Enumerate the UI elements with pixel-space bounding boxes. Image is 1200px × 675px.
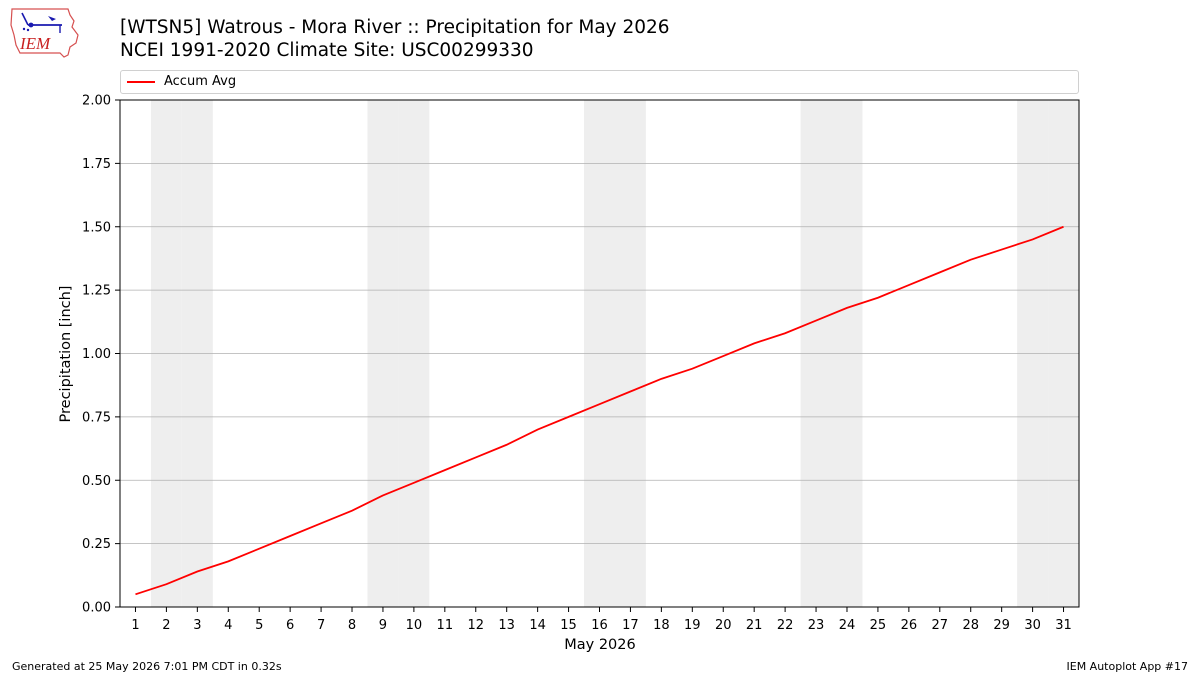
y-tick-label: 1.75 xyxy=(82,157,111,172)
x-tick-label: 22 xyxy=(777,618,794,633)
x-axis-label: May 2026 xyxy=(564,637,636,653)
x-tick-label: 18 xyxy=(653,618,670,633)
x-tick-label: 20 xyxy=(715,618,732,633)
x-tick-label: 17 xyxy=(622,618,639,633)
x-tick-label: 29 xyxy=(993,618,1010,633)
y-tick-label: 2.00 xyxy=(82,94,111,109)
y-tick-label: 0.25 xyxy=(82,537,111,552)
x-tick-label: 7 xyxy=(317,618,325,633)
iem-logo: IEM xyxy=(10,8,79,58)
series-line-accum-avg xyxy=(135,225,1064,596)
y-tick-label: 0.75 xyxy=(82,410,111,425)
y-tick-label: 0.50 xyxy=(82,474,111,489)
x-tick-label: 27 xyxy=(932,618,949,633)
x-tick-label: 2 xyxy=(162,618,170,633)
chart-subtitle: NCEI 1991-2020 Climate Site: USC00299330 xyxy=(120,40,534,61)
x-tick-label: 12 xyxy=(467,618,484,633)
y-tick-label: 1.00 xyxy=(82,347,111,362)
legend-label: Accum Avg xyxy=(164,74,237,89)
x-tick-label: 9 xyxy=(379,618,387,633)
x-tick-label: 4 xyxy=(224,618,232,633)
y-axis-label: Precipitation [inch] xyxy=(58,286,74,423)
x-tick-label: 26 xyxy=(901,618,918,633)
x-tick-label: 5 xyxy=(255,618,263,633)
x-tick-label: 28 xyxy=(962,618,979,633)
x-tick-label: 6 xyxy=(286,618,294,633)
x-tick-label: 25 xyxy=(870,618,887,633)
chart-title: [WTSN5] Watrous - Mora River :: Precipit… xyxy=(120,17,670,38)
app-footer: IEM Autoplot App #17 xyxy=(1066,660,1189,673)
y-tick-label: 1.50 xyxy=(82,220,111,235)
x-tick-label: 13 xyxy=(498,618,515,633)
x-tick-label: 31 xyxy=(1055,618,1072,633)
x-tick-label: 23 xyxy=(808,618,825,633)
x-tick-label: 24 xyxy=(839,618,856,633)
generated-footer: Generated at 25 May 2026 7:01 PM CDT in … xyxy=(12,660,282,673)
x-tick-label: 3 xyxy=(193,618,201,633)
x-tick-label: 11 xyxy=(437,618,454,633)
x-tick-label: 16 xyxy=(591,618,608,633)
y-tick-label: 1.25 xyxy=(82,284,111,299)
x-tick-label: 8 xyxy=(348,618,356,633)
legend: Accum Avg xyxy=(120,70,1079,94)
x-tick-label: 21 xyxy=(746,618,763,633)
x-tick-label: 14 xyxy=(529,618,546,633)
x-tick-label: 30 xyxy=(1024,618,1041,633)
x-tick-label: 10 xyxy=(406,618,423,633)
iem-logo-text: IEM xyxy=(19,34,51,53)
x-tick-label: 19 xyxy=(684,618,701,633)
x-tick-label: 15 xyxy=(560,618,577,633)
y-tick-label: 0.00 xyxy=(82,601,111,616)
x-tick-label: 1 xyxy=(131,618,139,633)
legend-swatch xyxy=(127,81,155,83)
